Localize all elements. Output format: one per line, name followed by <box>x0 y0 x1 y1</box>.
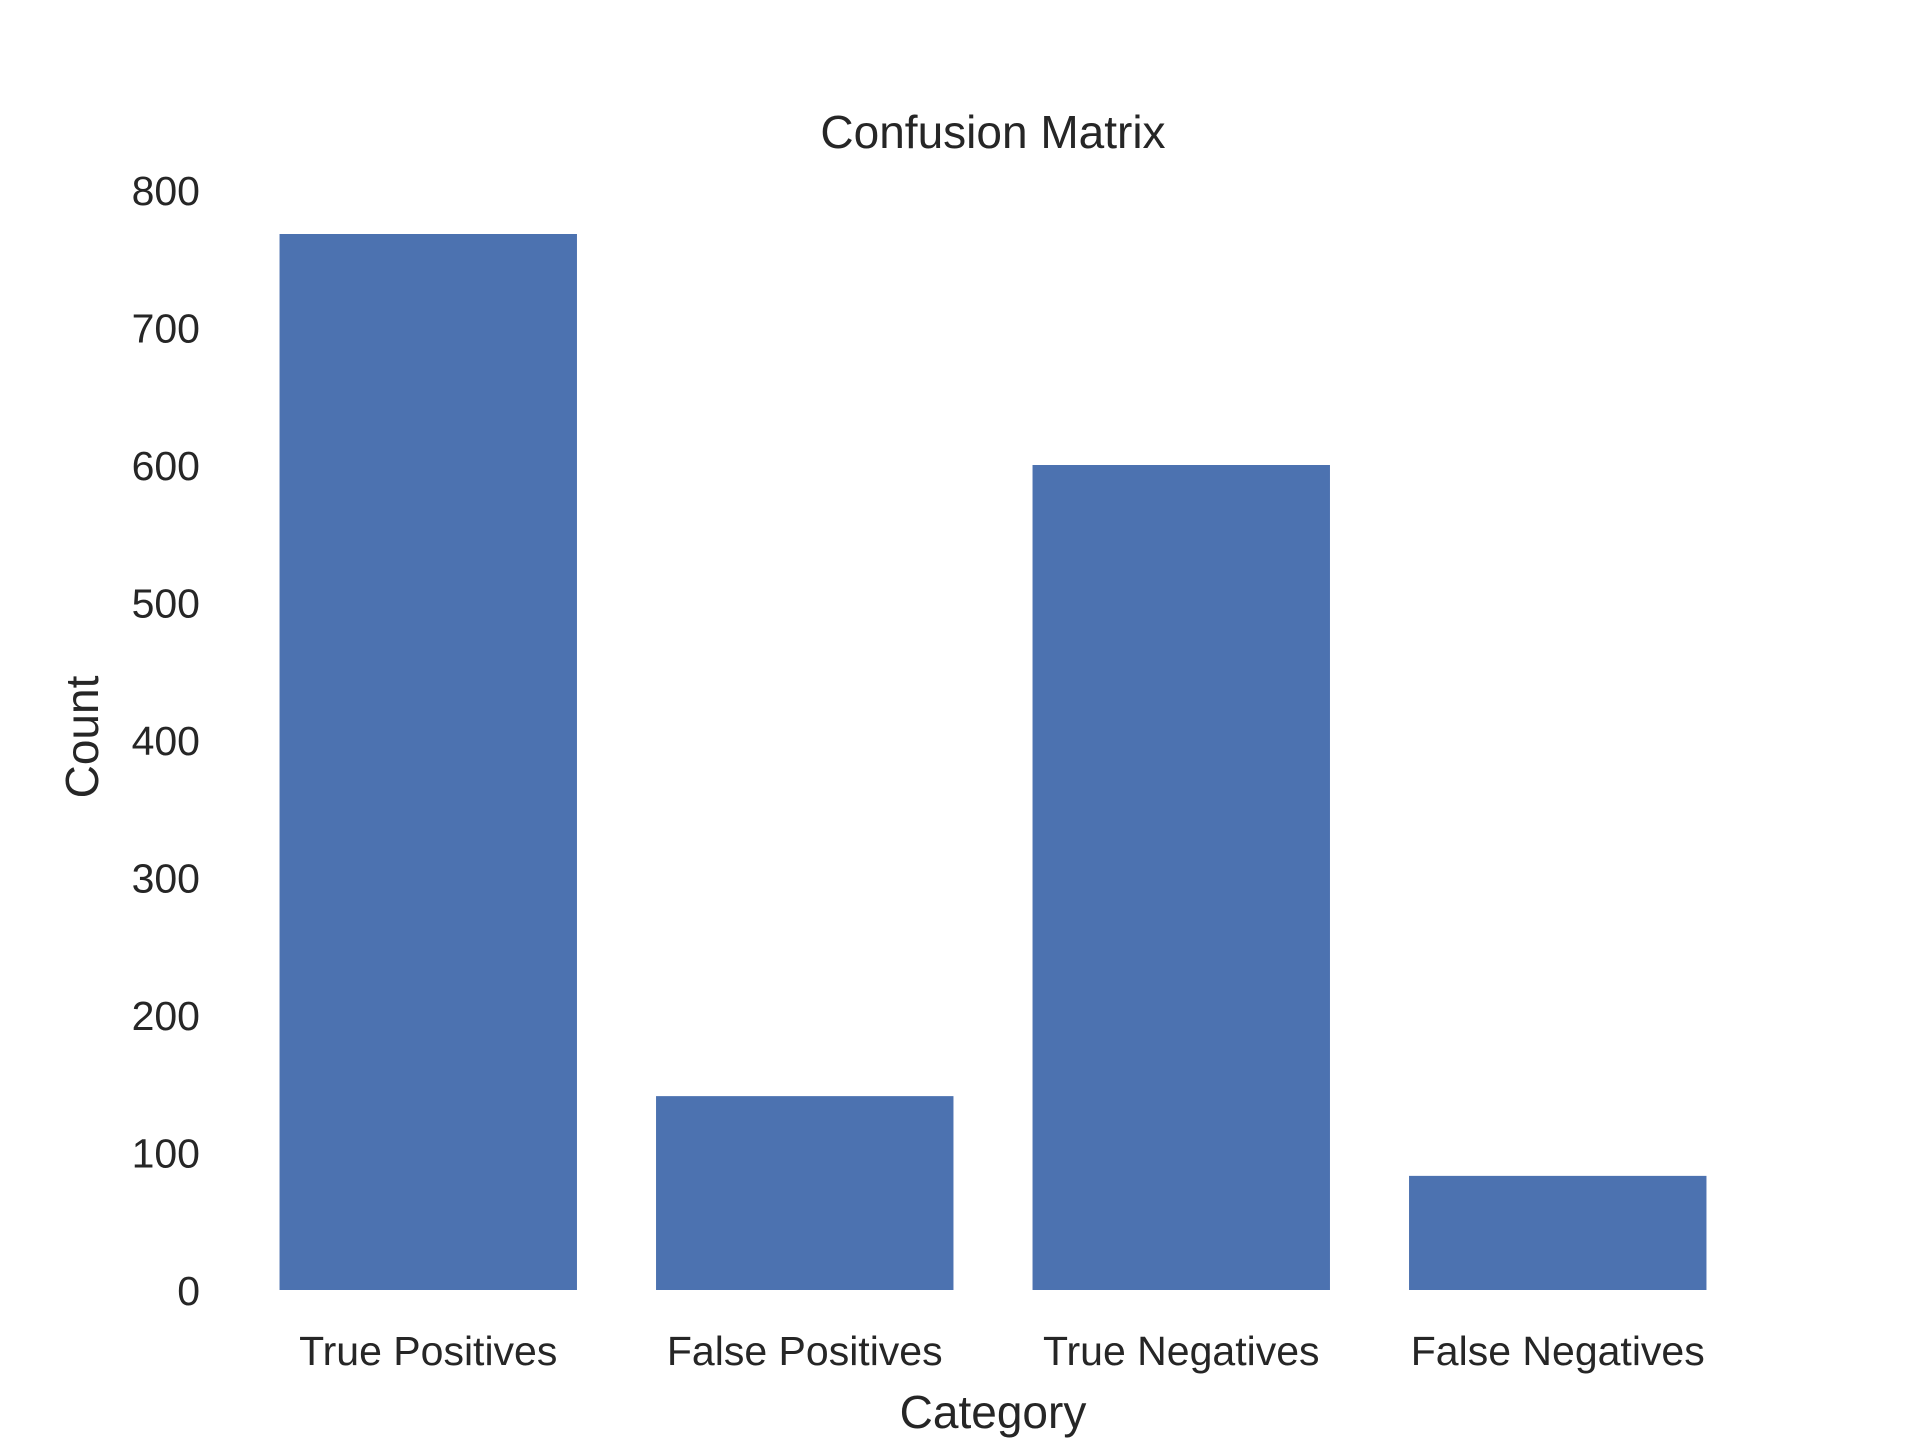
x-tick-label: False Positives <box>667 1328 943 1374</box>
x-axis-label: Category <box>900 1386 1087 1438</box>
chart-title: Confusion Matrix <box>820 106 1165 158</box>
x-tick-label: True Positives <box>299 1328 557 1374</box>
x-axis-ticks: True Positives False Positives True Negati… <box>299 1328 1705 1374</box>
y-tick-label: 300 <box>132 856 200 902</box>
bars <box>279 234 1707 1290</box>
y-tick-label: 0 <box>177 1268 200 1314</box>
x-tick-label: False Negatives <box>1411 1328 1705 1374</box>
y-axis-ticks: 0 100 200 300 400 500 600 700 800 <box>132 168 200 1314</box>
bar-false-negatives <box>1409 1175 1707 1290</box>
y-tick-label: 100 <box>132 1131 200 1177</box>
x-tick-label: True Negatives <box>1043 1328 1320 1374</box>
bar-false-positives <box>656 1096 954 1290</box>
y-tick-label: 500 <box>132 581 200 627</box>
bar-true-positives <box>279 234 577 1290</box>
y-axis-label: Count <box>56 675 108 798</box>
y-tick-label: 200 <box>132 993 200 1039</box>
y-tick-label: 400 <box>132 718 200 764</box>
y-tick-label: 600 <box>132 443 200 489</box>
y-tick-label: 800 <box>132 168 200 214</box>
y-tick-label: 700 <box>132 306 200 352</box>
bar-true-negatives <box>1032 465 1330 1290</box>
